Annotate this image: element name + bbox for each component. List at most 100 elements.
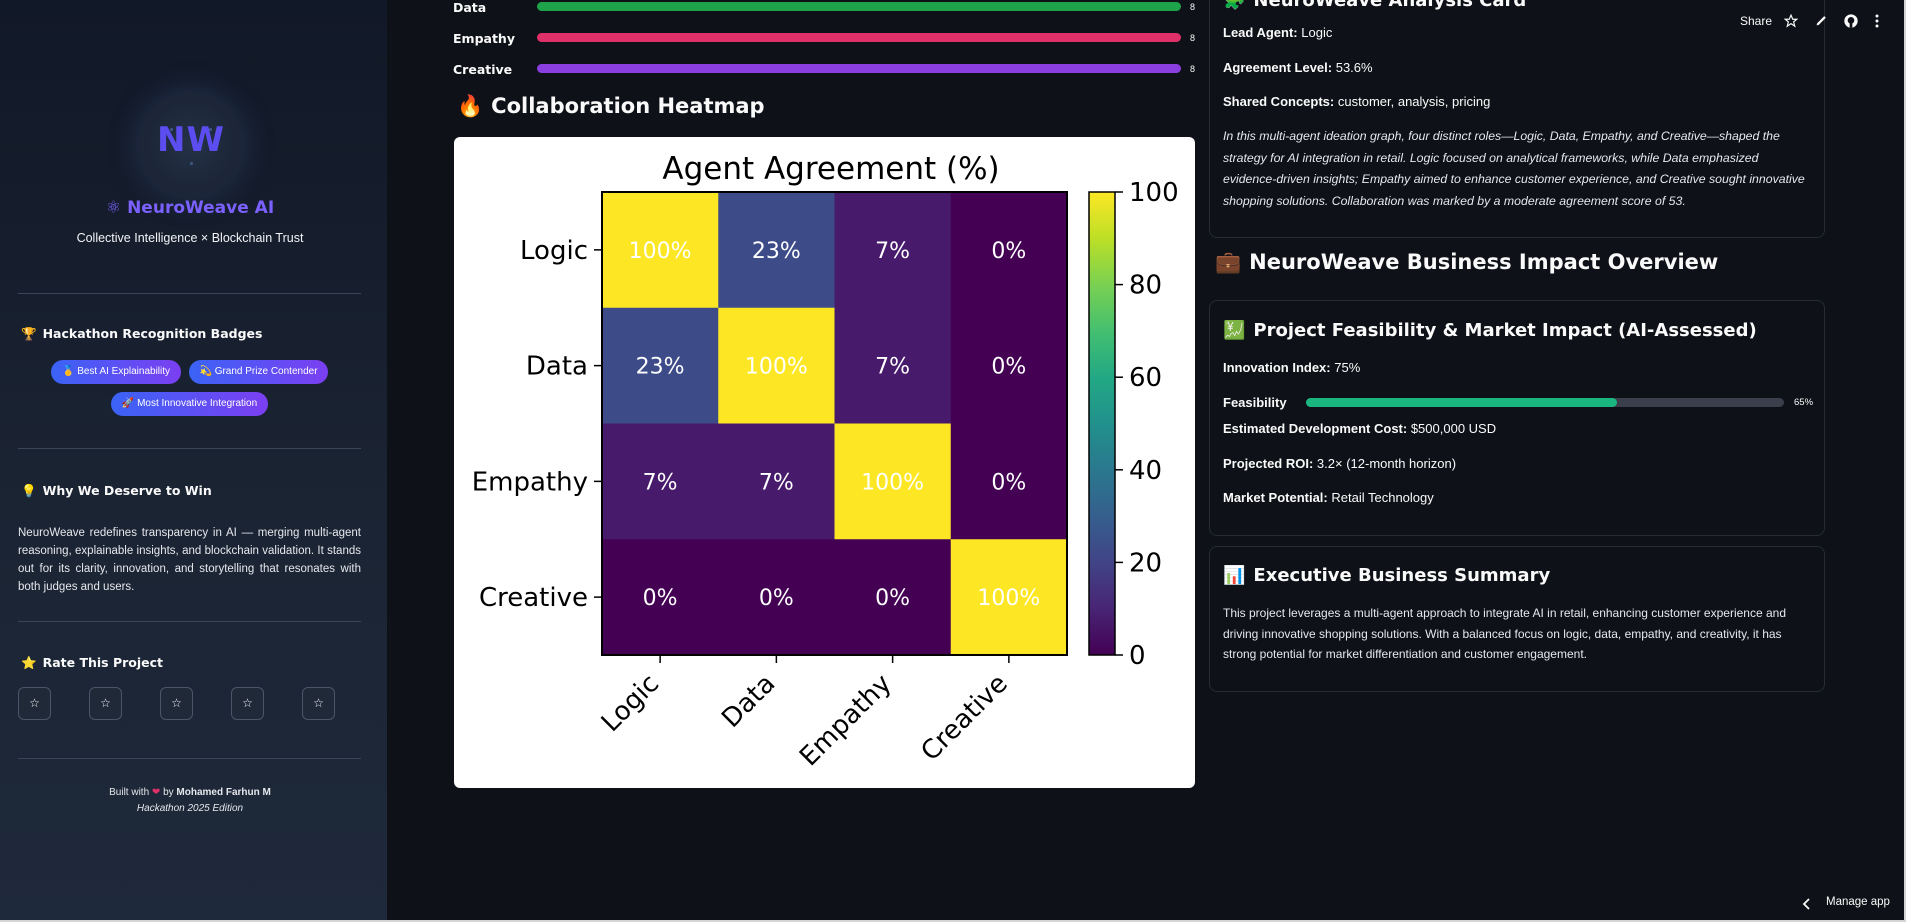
heatmap-cell-label: 0% [991,470,1026,495]
pencil-icon[interactable] [1815,14,1828,27]
heatmap-cell-label: 100% [745,355,808,380]
heatmap-section-title: 🔥 Collaboration Heatmap [457,94,765,118]
y-tick-label: Data [526,352,588,382]
agent-bar-label-creative: Creative [453,62,513,77]
heatmap-frame [601,191,1068,656]
feasibility-bar [1306,398,1784,407]
heatmap-cell-label: 7% [875,239,910,264]
heatmap-cell [602,192,719,309]
agent-bar-label-empathy: Empathy [453,31,515,46]
agent-bar-value-data: 8 [1190,2,1196,12]
manage-app-button[interactable]: Manage app [1826,896,1890,908]
author-name: Mohamed Farhun M [176,787,271,798]
colorbar-tick-label: 100 [1129,178,1179,208]
agent-bar-value-empathy: 8 [1190,33,1196,43]
heatmap-cell [602,539,719,656]
analysis-card [1209,0,1825,238]
logo-dot [190,162,193,165]
development-cost: Estimated Development Cost: $500,000 USD [1223,421,1497,436]
heatmap-cell [950,539,1068,656]
x-tick-label: Logic [596,669,665,738]
briefcase-icon: 💼 [1215,250,1242,274]
chart-up-icon: 💹 [1223,320,1246,341]
analysis-card-title: 🧩 NeuroWeave Analysis Card [1223,0,1526,11]
medal-icon: 🥇 [61,366,75,377]
x-tick-label: Empathy [794,669,897,772]
heatmap-title: Agent Agreement (%) [662,151,999,187]
agent-bar-label-data: Data [453,0,487,15]
executive-summary-card [1209,546,1825,692]
heatmap-cell-label: 7% [643,470,678,495]
edition-label: Hackathon 2025 Edition [136,803,244,814]
agent-bar-data [537,2,1181,11]
chevron-left-icon[interactable] [1802,898,1812,910]
projected-roi: Projected ROI: 3.2× (12-month horizon) [1223,456,1457,471]
why-heading: 💡 Why We Deserve to Win [21,483,212,498]
logo: NW [139,92,243,196]
heatmap-cell-label: 0% [991,355,1026,380]
business-section-title: 💼 NeuroWeave Business Impact Overview [1215,250,1719,274]
why-text: NeuroWeave redefines transparency in AI … [18,527,361,593]
sparkle-icon: 💫 [199,366,212,377]
logo-text: NW [157,120,225,160]
divider [18,758,361,759]
bar-chart-icon: 📊 [1223,565,1246,586]
window-border [0,920,1906,922]
heart-icon: ❤ [151,787,161,798]
colorbar-tick-label: 40 [1129,456,1162,486]
market-potential: Market Potential: Retail Technology [1223,490,1434,505]
heatmap-cell-label: 0% [875,586,910,611]
fire-icon: 🔥 [457,94,484,118]
heatmap-cell [834,423,952,540]
share-button[interactable]: Share [1740,14,1773,28]
heatmap-cell-label: 0% [643,586,678,611]
divider [18,448,361,449]
heatmap-chart: Agent Agreement (%) 100% 23% 7% 0% 23% 100% 7%… [472,151,1179,772]
rate-star-3-button[interactable]: ☆ [160,687,193,720]
rate-star-5-button[interactable]: ☆ [302,687,335,720]
brand-title: ⚛ NeuroWeave AI [105,198,275,218]
heatmap-cell [718,423,835,540]
heatmap-cell [950,307,1068,424]
divider [18,293,361,294]
heatmap-cell-label: 100% [629,239,692,264]
colorbar-tick-label: 20 [1129,548,1162,578]
heatmap-cell-label: 100% [861,470,924,495]
more-vertical-icon[interactable] [1874,14,1880,28]
rate-star-4-button[interactable]: ☆ [231,687,264,720]
feasibility-label: Feasibility [1223,395,1287,410]
y-tick-label: Empathy [472,467,588,497]
heatmap-cell-label: 23% [636,355,685,380]
heatmap-cell-label: 100% [977,586,1040,611]
star-icon[interactable] [1784,14,1798,28]
heatmap-cell [718,192,835,309]
heatmap-cell [602,423,719,540]
heatmap-cell [602,307,719,424]
star-filled-icon: ⭐ [21,655,37,670]
brand-tagline: Collective Intelligence × Blockchain Tru… [76,231,304,245]
heatmap-cell [718,539,835,656]
heatmap-cell-label: 0% [991,239,1026,264]
badge-grand-prize-contender: 💫 Grand Prize Contender [189,360,328,384]
agent-bar-creative [537,64,1181,73]
heatmap-cell-label: 7% [759,470,794,495]
logo-dot [170,128,173,131]
agent-bar-empathy [537,33,1181,42]
rocket-icon: 🚀 [121,398,135,409]
y-tick-label: Creative [479,583,588,613]
executive-summary-text: This project leverages a multi-agent app… [1223,606,1786,661]
github-icon[interactable] [1843,13,1859,29]
rate-star-1-button[interactable]: ☆ [18,687,51,720]
heatmap-cell [718,307,835,424]
heatmap-cell [834,539,952,656]
heatmap-cell-label: 7% [875,355,910,380]
agreement-level: Agreement Level: 53.6% [1223,60,1373,75]
credit-line: Built with ❤ by Mohamed Farhun M [109,787,271,798]
logo-dot [209,128,212,131]
badge-best-ai-explainability: 🥇 Best AI Explainability [51,360,181,384]
heatmap-cell [834,192,952,309]
rate-star-2-button[interactable]: ☆ [89,687,122,720]
trophy-icon: 🏆 [21,326,37,341]
feasibility-bar-fill [1306,398,1617,407]
heatmap-cell [950,192,1068,309]
